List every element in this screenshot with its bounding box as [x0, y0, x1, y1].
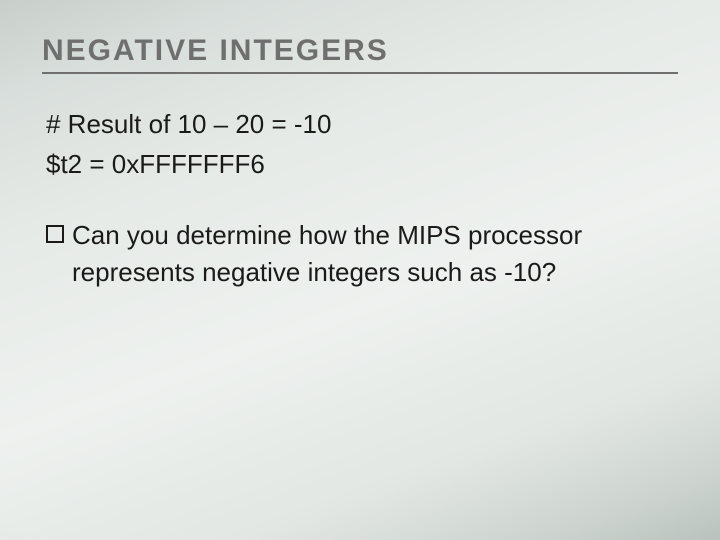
code-line-2: $t2 = 0xFFFFFFF6 — [46, 146, 668, 184]
bullet-text: Can you determine how the MIPS processor… — [72, 217, 668, 291]
square-bullet-icon — [46, 225, 64, 243]
bullet-paragraph: Can you determine how the MIPS processor… — [46, 217, 668, 291]
slide-body: # Result of 10 – 20 = -10 $t2 = 0xFFFFFF… — [42, 106, 678, 291]
slide: NEGATIVE INTEGERS # Result of 10 – 20 = … — [0, 0, 720, 540]
code-line-1: # Result of 10 – 20 = -10 — [46, 106, 668, 144]
title-underline — [42, 72, 678, 74]
slide-title: NEGATIVE INTEGERS — [42, 34, 678, 74]
title-block: NEGATIVE INTEGERS — [42, 34, 678, 74]
